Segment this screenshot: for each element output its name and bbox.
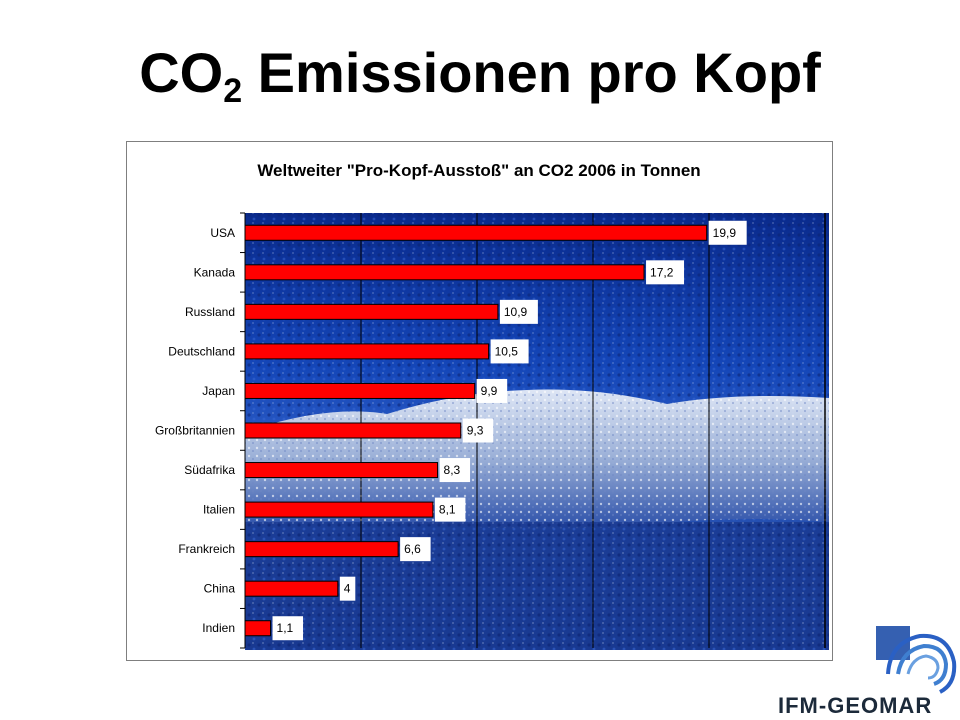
bar <box>244 224 708 241</box>
chart-container: Weltweiter "Pro-Kopf-Ausstoß" an CO2 200… <box>126 141 833 661</box>
chart-title: Weltweiter "Pro-Kopf-Ausstoß" an CO2 200… <box>257 161 700 180</box>
value-label: 9,9 <box>481 384 498 398</box>
value-label-bg <box>339 576 356 601</box>
category-label: China <box>204 582 236 596</box>
category-label: Russland <box>185 305 235 319</box>
category-label: Kanada <box>194 265 236 279</box>
value-label: 4 <box>344 582 351 596</box>
value-label-bg <box>499 299 538 324</box>
category-label: USA <box>210 226 235 240</box>
value-label-bg <box>462 418 494 443</box>
value-label-bg <box>272 616 304 641</box>
value-label: 17,2 <box>650 265 674 279</box>
value-label: 10,9 <box>504 305 528 319</box>
bar <box>244 462 439 479</box>
category-label: Deutschland <box>168 344 235 358</box>
bar <box>244 382 476 399</box>
value-label-bg <box>434 497 466 522</box>
value-label-bg <box>476 378 508 403</box>
value-label: 10,5 <box>495 344 519 358</box>
value-label: 8,3 <box>444 463 461 477</box>
value-label: 19,9 <box>713 226 737 240</box>
category-label: Frankreich <box>178 542 235 556</box>
category-label: Japan <box>202 384 235 398</box>
ifm-geomar-logo <box>876 626 957 694</box>
value-label-bg <box>708 220 747 245</box>
category-label: Italien <box>203 503 235 517</box>
bars-group <box>244 224 708 637</box>
bar <box>244 343 490 360</box>
category-label: Südafrika <box>184 463 235 477</box>
value-label: 1,1 <box>277 621 294 635</box>
slide-title: CO2 Emissionen pro Kopf <box>139 41 821 110</box>
category-label: Großbritannien <box>155 424 235 438</box>
y-axis <box>240 212 246 649</box>
bar <box>244 541 399 558</box>
category-label: Indien <box>202 621 235 635</box>
bar <box>244 580 339 597</box>
bar <box>244 303 499 320</box>
value-label-bg <box>439 458 471 483</box>
bar <box>244 422 462 439</box>
value-label-bg <box>490 339 529 364</box>
value-label: 9,3 <box>467 424 484 438</box>
value-label-bg <box>400 537 431 562</box>
value-labels: 19,9 17,2 10,9 10,5 9,9 9,3 8,3 8,1 6,6 4 1,1 <box>272 220 747 641</box>
value-label: 6,6 <box>404 542 421 556</box>
value-label: 8,1 <box>439 503 456 517</box>
bar <box>244 264 645 281</box>
logo-text: IFM-GEOMAR <box>778 693 933 718</box>
bar <box>244 501 434 518</box>
bar-chart: Weltweiter "Pro-Kopf-Ausstoß" an CO2 200… <box>155 161 829 650</box>
category-labels: USA Kanada Russland Deutschland Japan Großbri… <box>155 226 235 635</box>
bar <box>244 620 272 637</box>
value-label-bg <box>646 260 685 285</box>
